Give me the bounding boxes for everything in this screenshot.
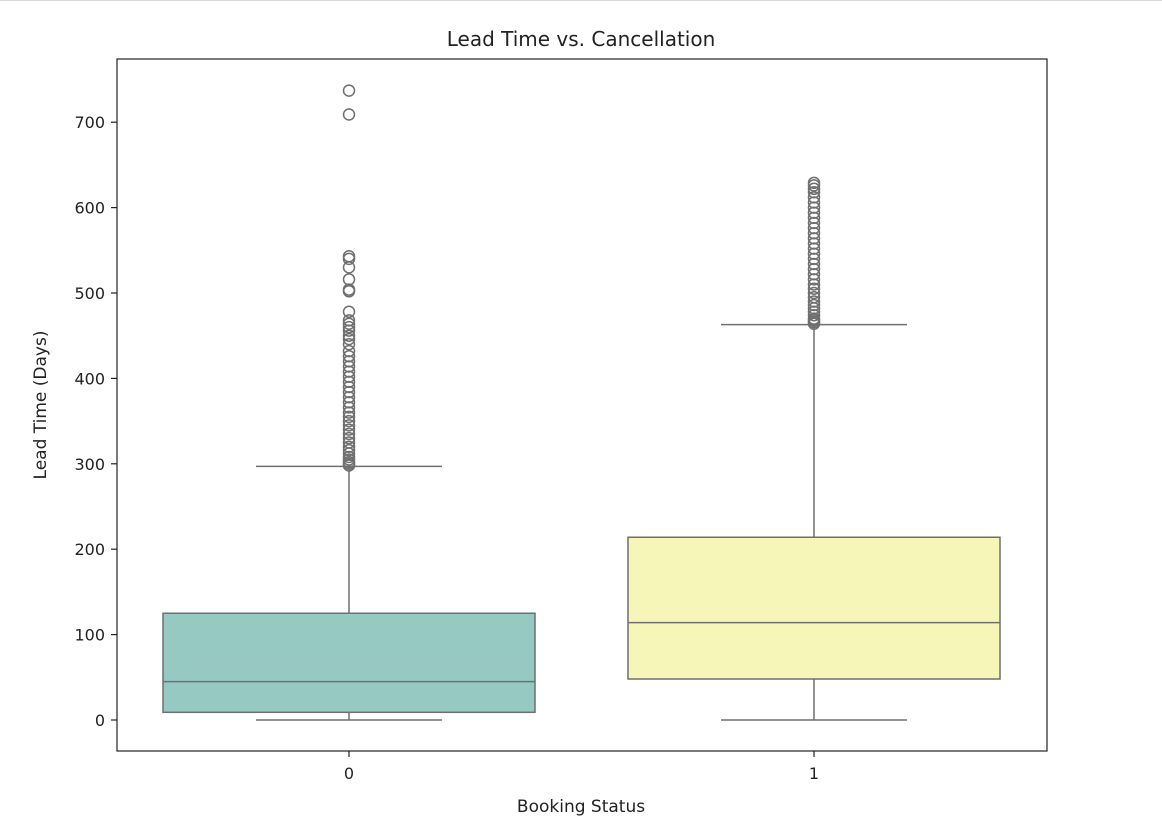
- top-divider: [0, 0, 1162, 1]
- outlier-point: [342, 320, 356, 334]
- outlier-point: [342, 324, 356, 337]
- outlier-point: [807, 267, 821, 281]
- outlier-point: [342, 349, 356, 363]
- outlier-point: [807, 312, 821, 325]
- outlier-point: [342, 250, 356, 263]
- outlier-point: [342, 385, 356, 399]
- outlier-point: [342, 450, 356, 464]
- outlier-point: [807, 226, 821, 240]
- outlier-point: [342, 337, 356, 351]
- outlier-point: [342, 431, 356, 445]
- outlier-point: [807, 282, 821, 295]
- outlier-point: [807, 232, 821, 245]
- y-tick-label: 300: [74, 455, 105, 474]
- outlier-point: [807, 185, 821, 199]
- outlier-point: [807, 237, 821, 250]
- outlier-point: [342, 419, 356, 432]
- outlier-point: [342, 427, 356, 441]
- y-axis-title: Lead Time (Days): [31, 331, 51, 480]
- outlier-point: [342, 84, 356, 97]
- outlier-point: [807, 206, 821, 219]
- outlier-point: [342, 423, 356, 436]
- y-tick-label: 700: [74, 113, 105, 132]
- chart-title: Lead Time vs. Cancellation: [447, 27, 716, 51]
- outlier-point: [807, 191, 821, 204]
- x-tick-label: 0: [344, 764, 354, 783]
- y-axis: 0 100 200 300 400 500 600 700: [74, 113, 117, 730]
- outlier-point: [807, 278, 821, 291]
- outlier-point: [342, 332, 356, 346]
- outlier-point: [342, 410, 356, 424]
- outlier-point: [342, 305, 356, 319]
- outlier-point: [807, 273, 821, 286]
- outlier-point: [807, 201, 821, 214]
- outlier-point: [807, 298, 821, 312]
- outlier-point: [342, 283, 356, 296]
- outlier-point: [807, 252, 821, 266]
- y-tick-label: 100: [74, 626, 105, 645]
- outlier-point: [807, 211, 821, 225]
- outlier-point: [807, 196, 821, 209]
- outlier-point: [807, 247, 821, 260]
- plot-area: [162, 84, 1001, 721]
- outlier-point: [807, 308, 821, 322]
- y-tick-label: 500: [74, 284, 105, 303]
- outlier-point: [807, 295, 821, 308]
- outlier-point: [807, 242, 821, 255]
- outlier-point: [807, 291, 821, 304]
- outlier-point: [342, 401, 356, 414]
- outlier-point: [342, 317, 356, 330]
- outlier-point: [342, 314, 356, 327]
- outlier-point: [342, 440, 356, 453]
- outlier-point: [807, 286, 821, 300]
- outlier-point: [807, 262, 821, 276]
- y-tick-label: 200: [74, 540, 105, 559]
- x-tick-label: 1: [809, 764, 819, 783]
- outlier-point: [342, 108, 356, 121]
- box-group-0: [162, 84, 536, 721]
- outlier-point: [807, 305, 821, 319]
- outlier-point: [807, 221, 821, 235]
- outlier-point: [342, 443, 356, 457]
- outlier-point: [342, 252, 356, 266]
- outlier-point: [807, 216, 821, 230]
- outlier-point: [342, 414, 356, 428]
- box-group-1: [627, 176, 1001, 721]
- outlier-point: [807, 176, 821, 190]
- outlier-point: [342, 436, 356, 449]
- outlier-point: [342, 370, 356, 383]
- y-tick-label: 600: [74, 199, 105, 218]
- outlier-point: [807, 182, 821, 196]
- outlier-point: [807, 257, 821, 271]
- outlier-point: [342, 375, 356, 389]
- y-tick-label: 0: [95, 711, 105, 730]
- box-iqr: [162, 612, 536, 714]
- plot-frame: [116, 58, 1048, 752]
- outlier-point: [342, 360, 356, 373]
- outlier-point: [342, 329, 356, 342]
- box-iqr: [627, 536, 1001, 680]
- outlier-point: [342, 344, 356, 358]
- outlier-point: [342, 355, 356, 368]
- outlier-point: [342, 396, 356, 409]
- outlier-point: [342, 273, 356, 286]
- outlier-point: [342, 380, 356, 394]
- outlier-point: [342, 365, 356, 378]
- y-tick-label: 400: [74, 369, 105, 388]
- x-axis-title: Booking Status: [517, 797, 645, 817]
- outlier-point: [342, 390, 356, 404]
- outlier-point: [342, 406, 356, 419]
